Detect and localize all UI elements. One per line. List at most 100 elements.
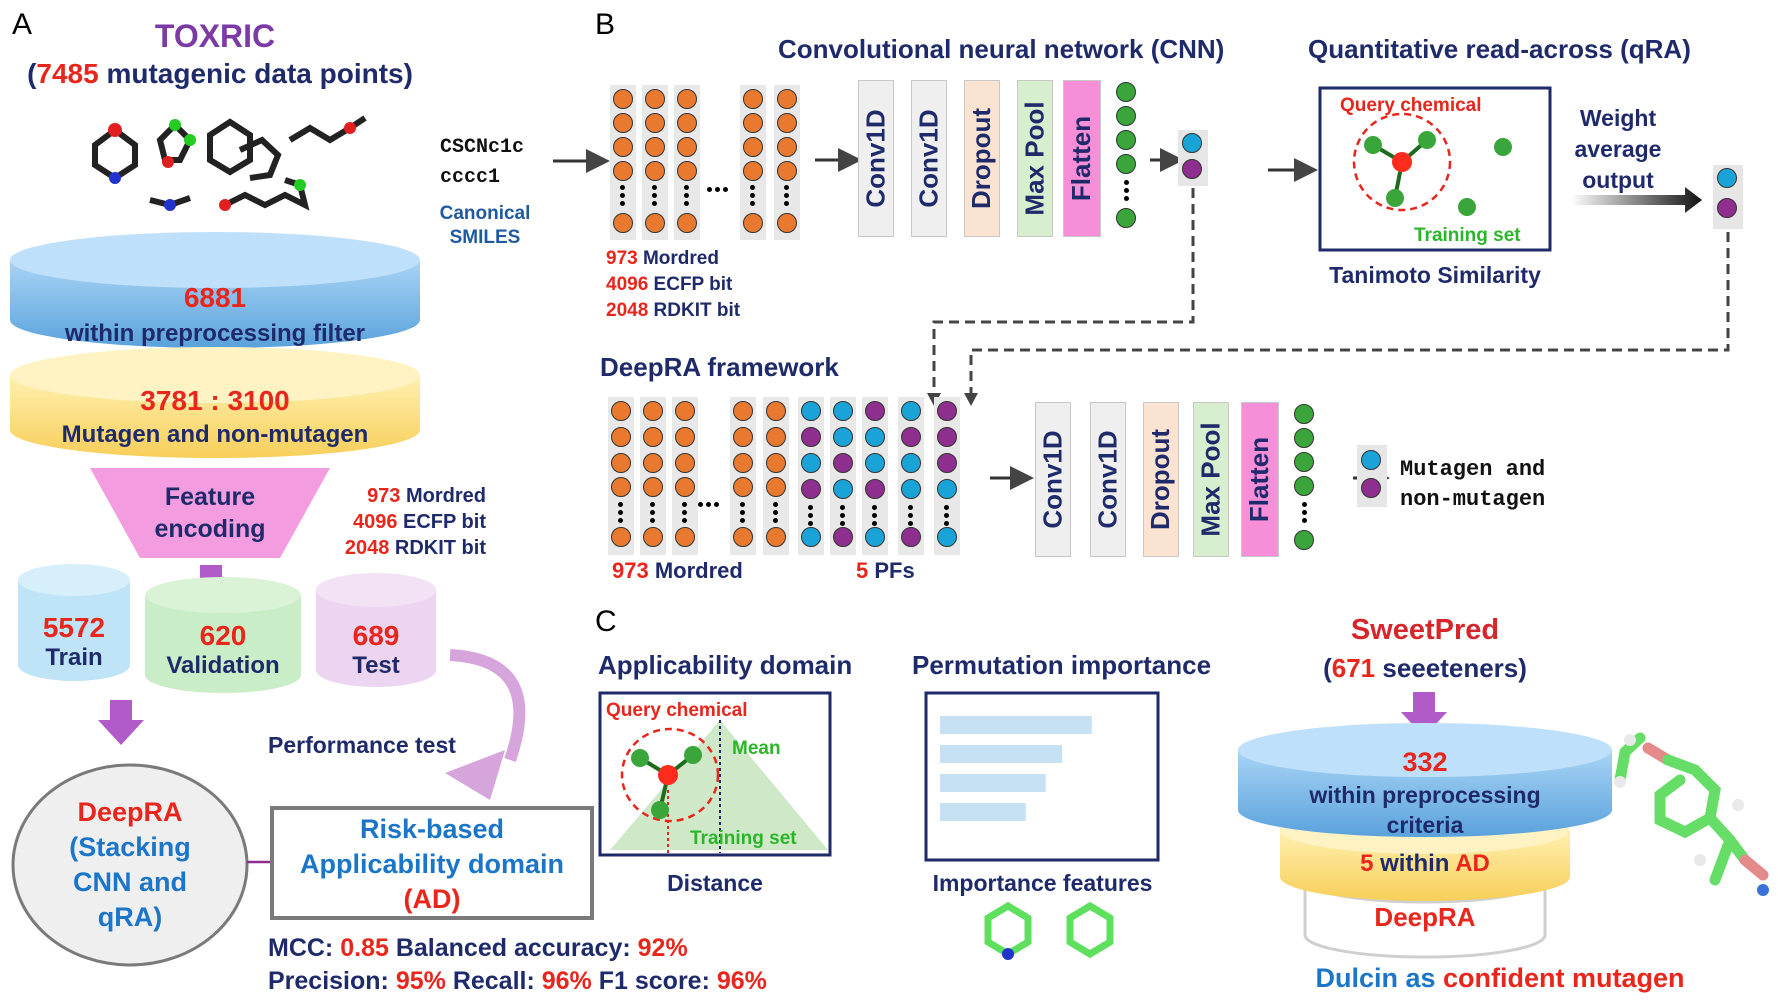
- ellipsis-dot: [714, 502, 719, 507]
- network-node: [833, 427, 853, 447]
- ellipsis-dot: [620, 193, 625, 198]
- ellipsis-dot: [682, 518, 687, 523]
- network-node: [613, 161, 633, 181]
- ellipsis-dot: [706, 502, 711, 507]
- ellipsis-dot: [773, 518, 778, 523]
- ellipsis-dot: [784, 185, 789, 190]
- network-node: [766, 401, 786, 421]
- pfs-label: 5 PFs: [856, 558, 915, 583]
- feature-list-a: 973 Mordred 4096 ECFP bit 2048 RDKIT bit: [344, 485, 486, 559]
- network-node: [643, 427, 663, 447]
- framework-feature-columns: [608, 397, 988, 555]
- data-points-label: (7485 mutagenic data points): [27, 58, 413, 89]
- network-node: [1717, 168, 1737, 188]
- layer-max-pool: Max Pool: [1017, 80, 1053, 237]
- network-node: [801, 401, 821, 421]
- weight-average-label: Weight average output: [1574, 105, 1662, 193]
- distance-label: Distance: [667, 870, 763, 896]
- ellipsis-dot: [1124, 180, 1129, 185]
- sweet-within-count: 332: [1402, 747, 1448, 777]
- network-node: [865, 427, 885, 447]
- framework-layer-conv1d-2: Conv1D: [1090, 402, 1126, 557]
- network-node: [1116, 82, 1136, 102]
- arrow-weight-average: [1570, 187, 1702, 213]
- canonical-smiles-label: Canonical SMILES: [439, 203, 531, 248]
- network-node: [937, 527, 957, 547]
- ellipsis-dot: [650, 510, 655, 515]
- ad-query-chemical-label: Query chemical: [606, 700, 748, 721]
- filter-label: within preprocessing filter: [64, 320, 366, 347]
- network-node: [611, 427, 631, 447]
- permutation-title: Permutation importance: [912, 650, 1212, 680]
- network-node: [613, 213, 633, 233]
- network-node: [675, 427, 695, 447]
- filter-count: 6881: [183, 282, 247, 313]
- ellipsis-dot: [808, 505, 813, 510]
- network-node: [1116, 208, 1136, 228]
- ellipsis-dot: [715, 187, 720, 192]
- network-node: [675, 453, 695, 473]
- query-chemical-label: Query chemical: [1340, 95, 1482, 116]
- ellipsis-dot: [808, 521, 813, 526]
- network-node: [677, 113, 697, 133]
- ellipsis-dot: [908, 521, 913, 526]
- arrow-head-icon: [445, 750, 505, 800]
- network-node: [1116, 154, 1136, 174]
- ellipsis-dot: [872, 521, 877, 526]
- sweetpred-title: SweetPred: [1350, 614, 1500, 646]
- network-node: [645, 89, 665, 109]
- ellipsis-dot: [740, 518, 745, 523]
- dashed-connector-qra: [969, 232, 1730, 395]
- cylinder-validation: [145, 577, 301, 693]
- network-node: [611, 477, 631, 497]
- ellipsis-dot: [1124, 188, 1129, 193]
- layer-dropout: Dropout: [964, 80, 1000, 237]
- network-node: [766, 477, 786, 497]
- ellipsis-dot: [620, 185, 625, 190]
- test-split: 689 Test: [352, 620, 400, 679]
- network-node: [901, 479, 921, 499]
- ellipsis-dot: [1302, 518, 1307, 523]
- ad-box: [270, 806, 594, 920]
- layer-flatten: Flatten: [1063, 80, 1101, 237]
- toxric-title: TOXRIC: [154, 18, 276, 54]
- network-node: [743, 137, 763, 157]
- ellipsis-dot: [652, 201, 657, 206]
- ellipsis-dot: [784, 193, 789, 198]
- qra-title: Quantitative read-across (qRA): [1308, 34, 1691, 64]
- cylinder-test: [316, 573, 436, 687]
- network-node: [733, 427, 753, 447]
- framework-layer-max-pool: Max Pool: [1193, 402, 1229, 557]
- qra-output-node-dots: [1715, 168, 1741, 226]
- tanimoto-label: Tanimoto Similarity: [1329, 262, 1541, 288]
- dulcin-conclusion: Dulcin as confident mutagen: [1315, 963, 1685, 993]
- performance-test-label: Performance test: [268, 732, 456, 758]
- network-node: [1361, 450, 1381, 470]
- output-nodes: [1180, 133, 1206, 183]
- deepra-framework-title: DeepRA framework: [600, 352, 839, 382]
- ellipsis-dot: [773, 502, 778, 507]
- network-node: [743, 113, 763, 133]
- network-node: [1294, 476, 1314, 496]
- ellipsis-dot: [750, 185, 755, 190]
- network-node: [645, 161, 665, 181]
- importance-bar: [940, 716, 1092, 734]
- network-node: [743, 213, 763, 233]
- train-split: 5572 Train: [42, 612, 106, 671]
- network-node: [865, 527, 885, 547]
- network-node: [675, 477, 695, 497]
- network-node: [645, 113, 665, 133]
- ellipsis-dot: [740, 510, 745, 515]
- ellipsis-dot: [1124, 196, 1129, 201]
- layer-conv1d-2: Conv1D: [911, 80, 947, 237]
- ellipsis-dot: [908, 513, 913, 518]
- ellipsis-dot: [650, 502, 655, 507]
- framework-layer-dropout: Dropout: [1143, 402, 1179, 557]
- final-output-node-dots: [1359, 450, 1385, 504]
- performance-curve-arrow: [449, 649, 526, 762]
- network-node: [766, 427, 786, 447]
- dense-nodes: [1112, 82, 1142, 234]
- network-node: [677, 89, 697, 109]
- network-node: [675, 527, 695, 547]
- ellipsis-dot: [618, 502, 623, 507]
